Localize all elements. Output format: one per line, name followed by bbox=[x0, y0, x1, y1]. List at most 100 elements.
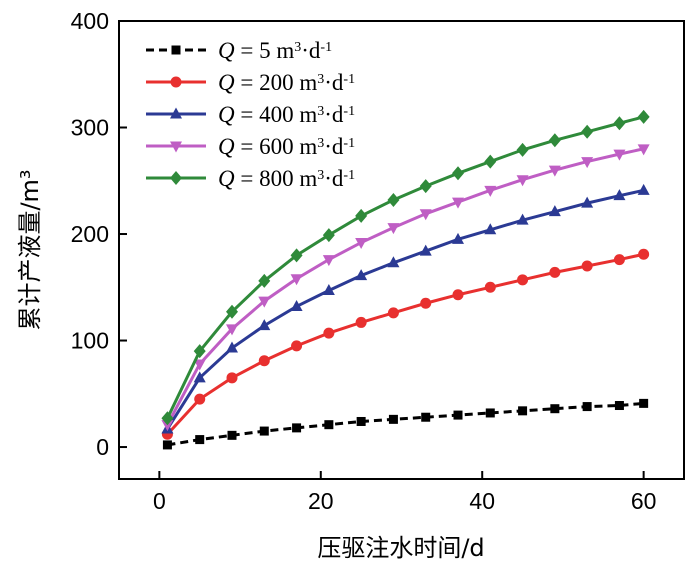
data-point bbox=[194, 393, 206, 405]
data-point bbox=[193, 371, 206, 383]
data-point bbox=[613, 254, 625, 266]
series-line bbox=[166, 188, 644, 430]
data-point bbox=[355, 238, 368, 250]
legend-marker bbox=[170, 76, 182, 88]
data-point bbox=[638, 248, 650, 260]
data-point bbox=[613, 189, 626, 201]
y-tick-label: 200 bbox=[71, 221, 109, 247]
legend-marker bbox=[170, 141, 182, 153]
data-point bbox=[516, 175, 529, 187]
legend-marker bbox=[171, 45, 181, 55]
x-tick-label: 20 bbox=[308, 488, 334, 514]
series-3 bbox=[161, 144, 650, 432]
data-point bbox=[162, 440, 172, 450]
data-point bbox=[637, 109, 650, 124]
data-point bbox=[420, 297, 432, 309]
data-point bbox=[581, 157, 594, 169]
data-point bbox=[452, 232, 464, 244]
data-point bbox=[387, 223, 400, 235]
data-point bbox=[356, 416, 366, 426]
data-point bbox=[292, 423, 302, 433]
data-point bbox=[387, 307, 399, 319]
data-point bbox=[258, 355, 270, 367]
legend-marker bbox=[170, 171, 182, 185]
data-point bbox=[484, 223, 497, 235]
data-point bbox=[419, 244, 432, 256]
data-point bbox=[485, 408, 495, 418]
x-tick-label: 60 bbox=[631, 488, 657, 514]
data-point bbox=[324, 420, 334, 430]
data-point bbox=[453, 410, 463, 420]
data-point bbox=[484, 154, 497, 169]
data-point bbox=[290, 274, 303, 286]
data-point bbox=[613, 149, 626, 161]
data-point bbox=[226, 324, 238, 336]
data-point bbox=[549, 266, 561, 278]
data-point bbox=[516, 213, 529, 225]
data-point bbox=[452, 197, 464, 209]
data-point bbox=[581, 196, 594, 208]
data-point bbox=[290, 299, 303, 311]
data-point bbox=[517, 274, 529, 286]
data-point bbox=[258, 273, 271, 288]
legend-label: Q = 200 m3·d-1 bbox=[218, 70, 355, 95]
data-point bbox=[581, 260, 593, 272]
data-point bbox=[637, 183, 650, 195]
y-tick-label: 100 bbox=[71, 328, 109, 354]
data-point bbox=[581, 124, 594, 139]
data-point bbox=[516, 142, 529, 157]
series-0 bbox=[162, 398, 649, 450]
data-point bbox=[637, 144, 650, 156]
data-point bbox=[227, 430, 237, 440]
series-line bbox=[166, 147, 644, 426]
x-tick-label: 0 bbox=[153, 488, 166, 514]
y-tick-label: 400 bbox=[71, 8, 109, 34]
data-point bbox=[226, 341, 238, 353]
data-point bbox=[484, 185, 497, 197]
data-point bbox=[193, 359, 206, 371]
data-point bbox=[259, 426, 269, 436]
data-point bbox=[290, 248, 303, 263]
y-tick-label: 0 bbox=[96, 434, 109, 460]
series-line bbox=[167, 401, 644, 447]
data-point bbox=[550, 404, 560, 414]
data-point bbox=[582, 402, 592, 412]
axis-ticks: 0 20 40 60 0 100 200 300 400 bbox=[71, 8, 657, 514]
data-point bbox=[452, 289, 464, 301]
data-point bbox=[421, 412, 431, 422]
data-point bbox=[355, 208, 368, 223]
series-line bbox=[166, 115, 645, 419]
legend-label: Q = 600 m3·d-1 bbox=[218, 134, 355, 159]
data-point bbox=[419, 209, 432, 221]
data-point bbox=[258, 296, 271, 308]
data-point bbox=[548, 165, 561, 177]
legend: Q = 5 m3·d-1 Q = 200 m3·d-1 Q = 400 m3·d-1… bbox=[146, 38, 355, 191]
data-point bbox=[387, 192, 400, 207]
y-tick-label: 300 bbox=[71, 115, 109, 141]
data-point bbox=[548, 205, 561, 217]
y-axis-title: 累计产液量/m³ bbox=[16, 169, 44, 330]
series-layer bbox=[161, 109, 650, 450]
data-point bbox=[355, 269, 368, 281]
data-point bbox=[322, 283, 335, 295]
plot-frame bbox=[118, 20, 685, 480]
legend-label: Q = 400 m3·d-1 bbox=[218, 102, 355, 127]
legend-label: Q = 800 m3·d-1 bbox=[218, 166, 355, 191]
data-point bbox=[193, 344, 206, 359]
data-point bbox=[323, 327, 335, 339]
series-line bbox=[166, 252, 644, 436]
data-point bbox=[322, 255, 335, 267]
series-4 bbox=[161, 109, 650, 426]
legend-label: Q = 5 m3·d-1 bbox=[218, 38, 332, 63]
data-point bbox=[639, 398, 649, 408]
data-point bbox=[388, 414, 398, 424]
data-point bbox=[161, 411, 174, 426]
x-axis-title: 压驱注水时间/d bbox=[317, 534, 484, 562]
legend-marker bbox=[170, 107, 182, 119]
data-point bbox=[226, 372, 238, 384]
data-point bbox=[484, 281, 496, 293]
data-point bbox=[419, 179, 432, 194]
data-point bbox=[452, 166, 464, 181]
data-point bbox=[613, 116, 626, 131]
series-1 bbox=[161, 248, 650, 440]
